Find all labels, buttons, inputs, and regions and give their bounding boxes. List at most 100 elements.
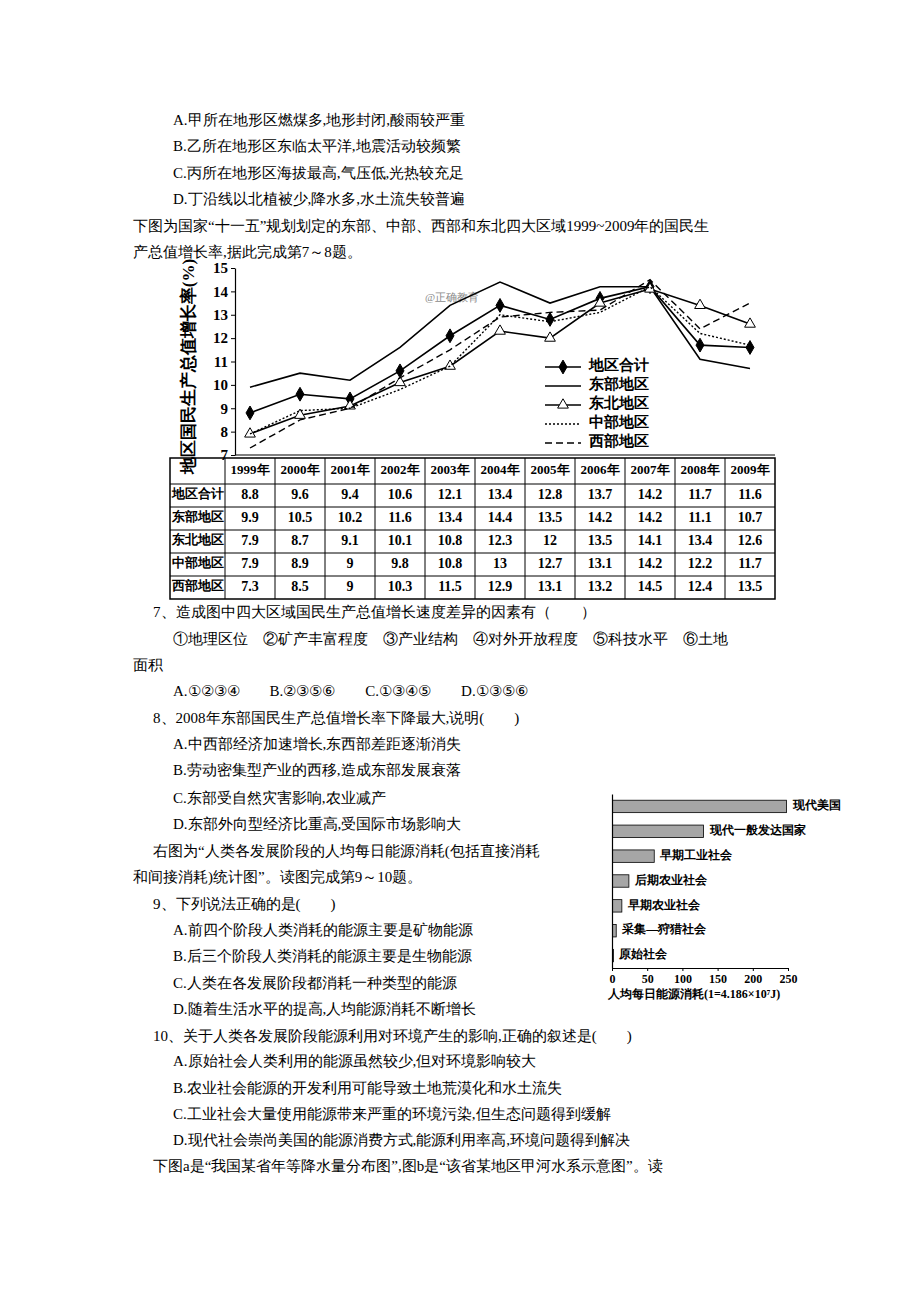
tick: 50 xyxy=(642,968,654,986)
table-cell: 13.5 xyxy=(588,533,613,548)
marker xyxy=(295,409,306,418)
table-rule xyxy=(475,458,476,599)
table-cell: 8.5 xyxy=(291,579,309,594)
table-row-label: 西部地区 xyxy=(171,578,224,593)
text-line: 面积 xyxy=(133,657,163,673)
tick-label: 12 xyxy=(213,330,228,346)
text-line: D.东部外向型经济比重高,受国际市场影响大 xyxy=(173,816,461,832)
line-chart: 789101112131415地区国民生产总值增长率(%)@正确教育地区合计东部… xyxy=(170,259,775,599)
bar-label: 早期工业社会 xyxy=(659,848,733,862)
legend: 地区合计东部地区东北地区中部地区西部地区 xyxy=(545,357,649,449)
marker xyxy=(446,329,454,343)
bar xyxy=(612,825,704,837)
tick: 7 xyxy=(221,447,236,463)
table-header: 2001年 xyxy=(331,462,370,477)
table-rule xyxy=(170,553,775,554)
tick-mark xyxy=(231,385,235,386)
tick-mark xyxy=(231,338,235,339)
tick-label: 9 xyxy=(221,401,229,417)
table-cell: 13.4 xyxy=(438,510,463,525)
plot-area xyxy=(245,280,756,448)
series-line xyxy=(250,287,750,413)
text-line: ①地理区位 ②矿产丰富程度 ③产业结构 ④对外开放程度 ⑤科技水平 ⑥土地 xyxy=(173,631,728,647)
tick: 12 xyxy=(213,330,235,346)
text-line: B.农业社会能源的开发利用可能导致土地荒漠化和水土流失 xyxy=(173,1080,562,1096)
text-line: 下图a是“我国某省年等降水量分布图”,图b是“该省某地区甲河水系示意图”。读 xyxy=(153,1158,663,1174)
bar xyxy=(612,900,622,912)
tick-label: 15 xyxy=(213,260,228,276)
tick: 0 xyxy=(610,968,616,986)
text-line: D.丁沿线以北植被少,降水多,水土流失较普遍 xyxy=(173,191,465,207)
table-rule xyxy=(325,458,326,599)
table-row-label: 东北地区 xyxy=(171,532,224,547)
table-header: 2006年 xyxy=(581,462,620,477)
tick-mark xyxy=(231,408,235,409)
table-cell: 14.1 xyxy=(638,533,663,548)
text-line: A.甲所在地形区燃煤多,地形封闭,酸雨较严重 xyxy=(173,112,465,128)
table-header: 2007年 xyxy=(631,462,670,477)
text-line: 和间接消耗)统计图”。读图完成第9～10题。 xyxy=(133,869,422,886)
table-cell: 11.6 xyxy=(738,487,762,502)
table-header: 2008年 xyxy=(681,462,720,477)
table-cell: 14.2 xyxy=(638,510,663,525)
table-cell: 8.8 xyxy=(241,487,259,502)
marker xyxy=(545,332,556,341)
text-line: 右图为“人类各发展阶段的人均每日能源消耗(包括直接消耗 xyxy=(153,843,540,860)
text-line: A.①②③④ B.②③⑤⑥ C.①③④⑤ D.①③⑤⑥ xyxy=(173,683,528,699)
table-rule xyxy=(375,458,376,599)
text-line: C.东部受自然灾害影响,农业减产 xyxy=(173,790,386,806)
marker xyxy=(546,313,554,327)
table-cell: 9.1 xyxy=(341,533,359,548)
axis-line xyxy=(613,968,789,969)
tick-mark xyxy=(231,362,235,363)
tick: 13 xyxy=(213,307,235,323)
table-rule xyxy=(575,458,576,599)
series-line xyxy=(250,280,750,448)
table-cell: 7.9 xyxy=(241,556,259,571)
legend-label: 东北地区 xyxy=(588,394,649,411)
text-line: 下图为国家“十一五”规划划定的东部、中部、西部和东北四大区域1999~2009年… xyxy=(133,218,709,234)
legend-marker xyxy=(559,360,567,374)
bar xyxy=(612,875,629,887)
axis-line xyxy=(612,795,613,969)
table-cell: 9.4 xyxy=(341,487,359,502)
table-cell: 10.2 xyxy=(338,510,363,525)
tick: 250 xyxy=(780,968,798,986)
text-line: C.丙所在地形区海拔最高,气压低,光热较充足 xyxy=(173,165,464,181)
legend-label: 中部地区 xyxy=(589,413,649,430)
table-header: 2000年 xyxy=(281,462,320,477)
table-cell: 11.6 xyxy=(388,510,412,525)
table-cell: 11.1 xyxy=(688,510,712,525)
table-rule xyxy=(425,458,426,599)
table-rule xyxy=(225,458,226,599)
bar-chart: 现代美国现代一般发达国家早期工业社会后期农业社会早期农业社会采集—狩猎社会原始社… xyxy=(607,795,841,1001)
table-cell: 14.2 xyxy=(638,487,663,502)
page: A.甲所在地形区燃煤多,地形封闭,酸雨较严重B.乙所在地形区东临太平洋,地震活动… xyxy=(0,0,920,1302)
bar-label: 后期农业社会 xyxy=(634,873,708,887)
table-row-label: 地区合计 xyxy=(171,486,224,501)
tick-label: 100 xyxy=(674,972,692,986)
tick-label: 10 xyxy=(213,377,228,393)
table-header: 2004年 xyxy=(481,462,520,477)
table-rule xyxy=(170,576,775,577)
marker xyxy=(296,387,304,401)
tick-mark xyxy=(231,291,235,292)
marker xyxy=(695,299,706,308)
table-cell: 13.5 xyxy=(738,579,763,594)
tick: 8 xyxy=(221,424,236,440)
legend-line xyxy=(545,385,581,387)
table-header: 2002年 xyxy=(381,462,420,477)
tick: 14 xyxy=(213,284,235,300)
data-table: 1999年2000年2001年2002年2003年2004年2005年2006年… xyxy=(170,458,775,599)
table-cell: 8.7 xyxy=(291,533,309,548)
text-line: C.工业社会大量使用能源带来严重的环境污染,但生态问题得到缓解 xyxy=(173,1106,611,1122)
table-cell: 13 xyxy=(493,556,507,571)
table-cell: 13.4 xyxy=(488,487,513,502)
y-axis: 789101112131415 xyxy=(213,260,236,463)
marker xyxy=(745,318,756,327)
text-body: A.甲所在地形区燃煤多,地形封闭,酸雨较严重B.乙所在地形区东临太平洋,地震活动… xyxy=(133,112,728,1174)
table-header: 1999年 xyxy=(231,462,270,477)
tick-mark xyxy=(231,432,235,433)
bar-label: 早期农业社会 xyxy=(627,898,701,912)
table-cell: 7.9 xyxy=(241,533,259,548)
